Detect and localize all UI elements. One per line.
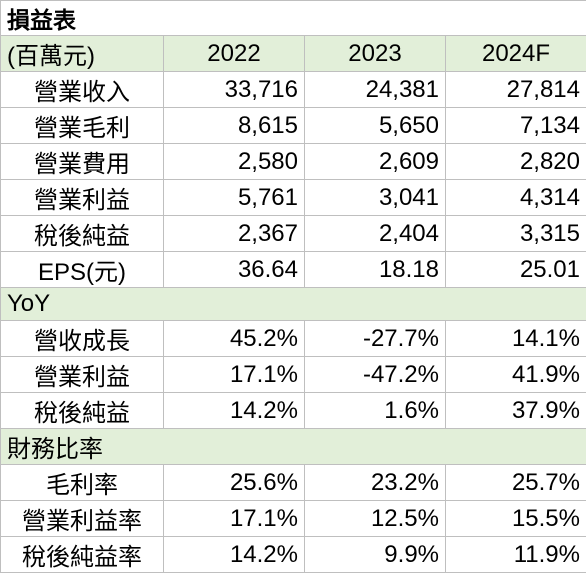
cell-value: 2,367: [164, 216, 305, 252]
year-header: 2022: [164, 36, 305, 72]
table-row: 營業利益率 17.1% 12.5% 15.5%: [1, 501, 586, 537]
table-row: 稅後純益率 14.2% 9.9% 11.9%: [1, 537, 586, 573]
row-label: 營業利益: [1, 357, 164, 393]
cell-value: -47.2%: [305, 357, 446, 393]
cell-value: 25.01: [446, 252, 586, 288]
cell-value: 12.5%: [305, 501, 446, 537]
table-title: 損益表: [1, 1, 586, 36]
table-row: 稅後純益 2,367 2,404 3,315: [1, 216, 586, 252]
cell-value: 25.6%: [164, 465, 305, 501]
year-header: 2024F: [446, 36, 586, 72]
unit-label: (百萬元): [1, 36, 164, 72]
cell-value: 37.9%: [446, 393, 586, 429]
section-header-ratios: 財務比率: [1, 429, 586, 465]
row-label: 營業利益率: [1, 501, 164, 537]
cell-value: 18.18: [305, 252, 446, 288]
section-title-ratios: 財務比率: [1, 429, 586, 465]
cell-value: 14.1%: [446, 321, 586, 357]
cell-value: 2,404: [305, 216, 446, 252]
table-row: 稅後純益 14.2% 1.6% 37.9%: [1, 393, 586, 429]
cell-value: 45.2%: [164, 321, 305, 357]
cell-value: 9.9%: [305, 537, 446, 573]
cell-value: 36.64: [164, 252, 305, 288]
cell-value: 1.6%: [305, 393, 446, 429]
year-header-row: (百萬元) 2022 2023 2024F: [1, 36, 586, 72]
row-label: 營收成長: [1, 321, 164, 357]
cell-value: 41.9%: [446, 357, 586, 393]
cell-value: 15.5%: [446, 501, 586, 537]
row-label: 稅後純益率: [1, 537, 164, 573]
cell-value: 27,814: [446, 72, 586, 108]
table-row: 營業收入 33,716 24,381 27,814: [1, 72, 586, 108]
cell-value: 25.7%: [446, 465, 586, 501]
table-row: 營業毛利 8,615 5,650 7,134: [1, 108, 586, 144]
row-label: 營業收入: [1, 72, 164, 108]
table-row: 營業利益 17.1% -47.2% 41.9%: [1, 357, 586, 393]
cell-value: 2,609: [305, 144, 446, 180]
table-row: 毛利率 25.6% 23.2% 25.7%: [1, 465, 586, 501]
row-label: EPS(元): [1, 252, 164, 288]
table-row: 營業費用 2,580 2,609 2,820: [1, 144, 586, 180]
cell-value: 5,761: [164, 180, 305, 216]
cell-value: 3,315: [446, 216, 586, 252]
row-label: 營業費用: [1, 144, 164, 180]
cell-value: 33,716: [164, 72, 305, 108]
table-row: 營業利益 5,761 3,041 4,314: [1, 180, 586, 216]
cell-value: 8,615: [164, 108, 305, 144]
year-header: 2023: [305, 36, 446, 72]
cell-value: 17.1%: [164, 357, 305, 393]
row-label: 稅後純益: [1, 393, 164, 429]
row-label: 營業利益: [1, 180, 164, 216]
section-header-yoy: YoY: [1, 288, 586, 321]
cell-value: 24,381: [305, 72, 446, 108]
cell-value: 7,134: [446, 108, 586, 144]
cell-value: 17.1%: [164, 501, 305, 537]
cell-value: 14.2%: [164, 393, 305, 429]
row-label: 毛利率: [1, 465, 164, 501]
table-row: 營收成長 45.2% -27.7% 14.1%: [1, 321, 586, 357]
cell-value: 4,314: [446, 180, 586, 216]
cell-value: -27.7%: [305, 321, 446, 357]
title-row: 損益表: [1, 1, 586, 36]
cell-value: 5,650: [305, 108, 446, 144]
cell-value: 11.9%: [446, 537, 586, 573]
cell-value: 2,820: [446, 144, 586, 180]
cell-value: 3,041: [305, 180, 446, 216]
cell-value: 2,580: [164, 144, 305, 180]
section-title-yoy: YoY: [1, 288, 586, 321]
cell-value: 23.2%: [305, 465, 446, 501]
row-label: 稅後純益: [1, 216, 164, 252]
table-row: EPS(元) 36.64 18.18 25.01: [1, 252, 586, 288]
cell-value: 14.2%: [164, 537, 305, 573]
row-label: 營業毛利: [1, 108, 164, 144]
